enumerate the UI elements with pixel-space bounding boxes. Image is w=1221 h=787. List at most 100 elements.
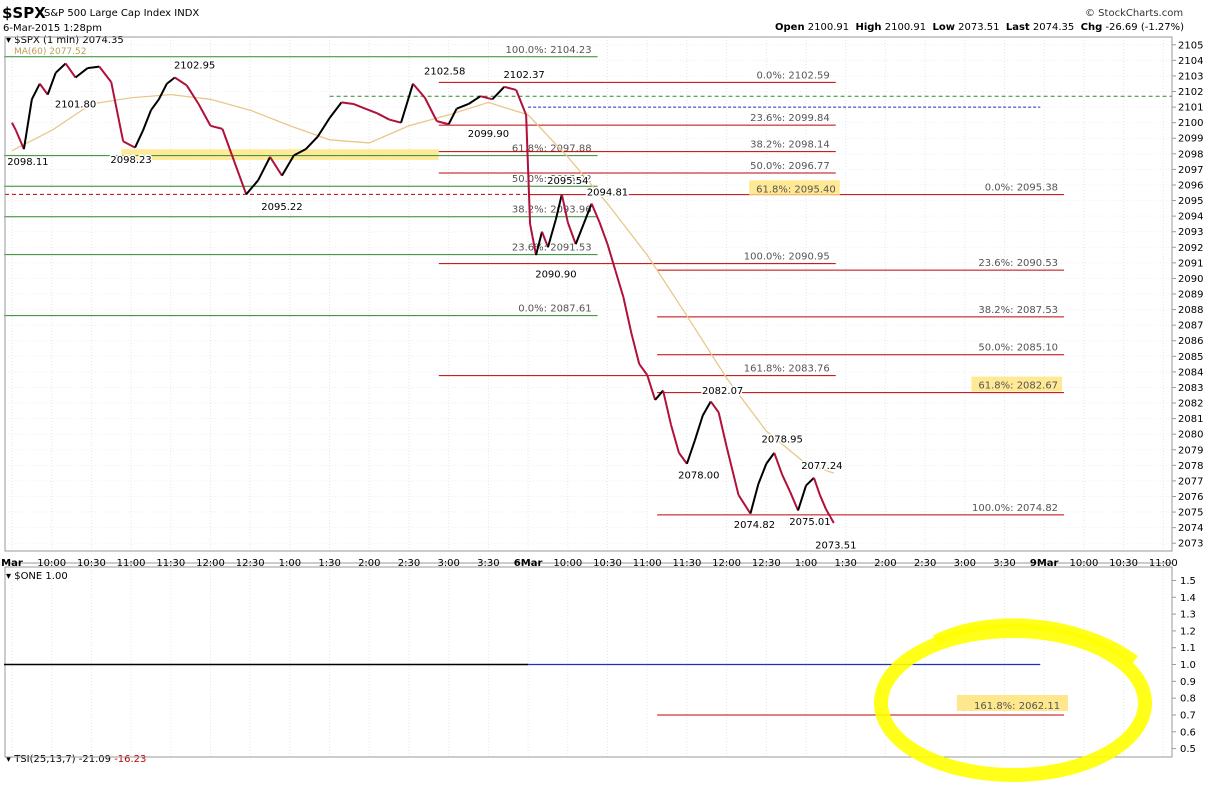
fib-label: 61.8%: 2095.40 [756, 184, 836, 195]
fib-label: 50.0%: 2096.77 [750, 161, 830, 172]
lower-y-tick-label: 1.4 [1180, 593, 1196, 604]
fib-label: 100.0%: 2104.23 [506, 45, 592, 56]
chart-date: 6-Mar-2015 1:28pm [3, 23, 102, 34]
fib-label: 23.6%: 2090.53 [978, 258, 1058, 269]
price-segment [662, 390, 672, 426]
main-panel-frame [4, 36, 1173, 552]
price-segment [328, 101, 343, 119]
x-tick-label: 3:30 [477, 558, 499, 569]
price-segment [709, 400, 720, 413]
stockcharts-logo[interactable]: © StockCharts.com [1085, 8, 1184, 19]
x-tick-label: 11:30 [672, 558, 701, 569]
support-zone-highlight [121, 149, 439, 161]
fib-label: 38.2%: 2087.53 [978, 305, 1058, 316]
annotation-circle [874, 624, 1152, 782]
lower-y-tick-label: 1.0 [1180, 660, 1196, 671]
price-label: 2098.23 [110, 155, 151, 166]
price-label: 2094.81 [587, 188, 628, 199]
x-tick-label: 11:00 [1149, 558, 1178, 569]
x-tick-label: 1:30 [318, 558, 340, 569]
price-legend-text: $SPX (1 min) 2074.35 [14, 35, 124, 46]
fib-label: 61.8%: 2082.67 [978, 381, 1058, 392]
x-tick-label: 10:00 [553, 558, 582, 569]
y-tick-label: 2073 [1178, 539, 1203, 550]
price-label: 2078.95 [762, 435, 803, 446]
price-label: 2101.80 [55, 100, 96, 111]
price-segment [54, 62, 67, 74]
dashed-line-layer [5, 95, 1172, 195]
lower-y-tick-label: 0.7 [1180, 710, 1196, 721]
price-segment [630, 332, 641, 365]
x-tick-label: 1:00 [279, 558, 301, 569]
y-tick-label: 2081 [1178, 414, 1203, 425]
price-segment [789, 491, 799, 511]
lower-fib-label: 161.8%: 2062.11 [974, 701, 1060, 712]
price-segment [412, 83, 426, 99]
price-segment [646, 374, 657, 401]
y-tick-label: 2091 [1178, 258, 1203, 269]
x-tick-label: 10:00 [1069, 558, 1098, 569]
price-segment [376, 112, 390, 121]
x-tick-label: 3:30 [993, 558, 1015, 569]
price-segment [257, 156, 271, 181]
price-segment [582, 203, 593, 225]
x-tick-label: 12:00 [712, 558, 741, 569]
price-label: 2078.00 [678, 470, 719, 481]
last-value: 2074.35 [1032, 22, 1075, 33]
price-segment [64, 62, 77, 79]
price-segment [174, 76, 188, 87]
price-segment [142, 109, 152, 131]
price-segment [614, 270, 625, 298]
axes-layer: Mar 10:00 10:30 11:00 11:30 12:00 12:30 1:00 1:3… [1, 36, 1203, 758]
ma-legend: MA(60) 2077.52 [14, 48, 86, 57]
price-segment [166, 76, 176, 85]
price-segment [773, 452, 784, 476]
y-tick-label: 2076 [1178, 492, 1203, 503]
price-segment [353, 103, 366, 110]
lower-panel-layer: 161.8%: 2062.11 [4, 663, 1069, 716]
fib-label: 100.0%: 2074.82 [972, 503, 1058, 514]
y-tick-label: 2096 [1178, 180, 1203, 191]
price-label: 2099.90 [468, 129, 509, 140]
price-segment [423, 97, 438, 122]
price-segment [245, 179, 259, 195]
y-tick-label: 2085 [1178, 352, 1203, 363]
price-label: 2073.51 [815, 540, 856, 551]
y-tick-label: 2093 [1178, 227, 1203, 238]
y-tick-label: 2079 [1178, 445, 1203, 456]
price-segment [388, 118, 402, 124]
x-tick-label: 10:00 [37, 558, 66, 569]
price-segment [38, 83, 49, 96]
price-label: 2102.95 [174, 61, 215, 72]
x-tick-label: 2:00 [874, 558, 896, 569]
x-tick-label: 1:00 [795, 558, 817, 569]
price-label: 2077.24 [801, 461, 842, 472]
index-full-name: S&P 500 Large Cap Index [44, 8, 172, 19]
price-segment [110, 81, 125, 142]
price-segment [812, 477, 821, 496]
price-segment [757, 463, 768, 485]
x-tick-label: 2:00 [358, 558, 380, 569]
price-segment [749, 483, 760, 514]
indicator-legend: ▾ $ONE 1.00 [6, 571, 68, 582]
price-segment [678, 452, 688, 465]
x-tick-label: 3:00 [954, 558, 976, 569]
price-segment [400, 83, 414, 123]
annotation-circle-stroke [932, 618, 1138, 665]
lower-fib-highlight [956, 694, 1069, 711]
price-segment [150, 98, 160, 111]
price-segment [134, 130, 144, 149]
y-tick-label: 2089 [1178, 290, 1203, 301]
price-segment [22, 99, 33, 150]
y-tick-label: 2103 [1178, 71, 1203, 82]
price-segment [805, 477, 815, 487]
fib-label: 23.6%: 2099.84 [750, 113, 830, 124]
y-tick-label: 2080 [1178, 430, 1203, 441]
x-tick-label: 12:00 [196, 558, 225, 569]
high-value: 2100.91 [884, 22, 927, 33]
price-segment [574, 223, 585, 245]
open-value: 2100.91 [807, 22, 850, 33]
price-segment [737, 494, 752, 515]
lower-y-tick-label: 0.5 [1180, 744, 1196, 755]
price-line-layer [11, 62, 835, 524]
